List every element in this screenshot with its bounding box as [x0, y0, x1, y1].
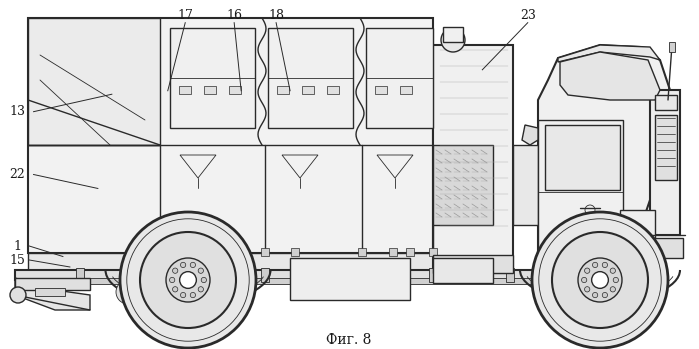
Bar	[268, 28, 353, 128]
Bar	[648, 238, 683, 258]
Polygon shape	[522, 125, 538, 145]
Bar	[655, 115, 677, 180]
Bar	[204, 86, 216, 94]
Polygon shape	[28, 18, 160, 145]
Bar	[229, 86, 241, 94]
Bar	[443, 27, 463, 42]
Bar	[400, 86, 412, 94]
Bar	[358, 268, 366, 282]
Bar	[170, 28, 255, 128]
Bar	[179, 86, 191, 94]
Circle shape	[140, 232, 236, 328]
Text: 13: 13	[10, 105, 25, 118]
Circle shape	[532, 212, 668, 348]
Bar	[513, 145, 538, 225]
Text: 17: 17	[178, 9, 193, 22]
Circle shape	[10, 287, 26, 303]
Circle shape	[190, 292, 196, 298]
Bar	[433, 145, 493, 225]
Text: 22: 22	[10, 168, 25, 181]
Circle shape	[610, 287, 615, 292]
Bar	[433, 45, 513, 273]
Circle shape	[180, 272, 196, 288]
Bar	[28, 253, 433, 271]
Bar	[302, 86, 314, 94]
Circle shape	[201, 277, 206, 283]
Circle shape	[584, 268, 590, 273]
Bar	[545, 265, 620, 275]
Bar	[28, 18, 433, 253]
Circle shape	[593, 292, 598, 298]
Polygon shape	[558, 45, 660, 62]
Bar	[358, 248, 366, 256]
Text: Фиг. 8: Фиг. 8	[326, 333, 372, 347]
Bar	[548, 273, 613, 281]
Circle shape	[582, 277, 586, 283]
Circle shape	[613, 277, 619, 283]
Bar	[375, 86, 387, 94]
Bar	[538, 120, 623, 270]
Circle shape	[552, 232, 648, 328]
Text: 16: 16	[226, 9, 242, 22]
Text: 23: 23	[520, 9, 535, 22]
Bar	[15, 278, 635, 284]
Bar	[389, 248, 397, 256]
Polygon shape	[560, 52, 660, 100]
Circle shape	[190, 262, 196, 268]
Circle shape	[180, 292, 186, 298]
Circle shape	[610, 268, 615, 273]
Polygon shape	[15, 278, 90, 310]
Bar	[545, 125, 620, 190]
Circle shape	[603, 262, 607, 268]
Text: 18: 18	[268, 9, 284, 22]
Bar	[650, 90, 680, 235]
Bar	[277, 86, 289, 94]
Bar	[35, 288, 65, 296]
Bar	[669, 42, 675, 52]
Circle shape	[584, 287, 590, 292]
Bar	[620, 210, 655, 255]
Circle shape	[120, 212, 256, 348]
Bar	[327, 86, 339, 94]
Bar	[406, 248, 414, 256]
Text: 1: 1	[13, 239, 22, 253]
Text: 15: 15	[10, 253, 25, 267]
Circle shape	[441, 28, 465, 52]
Bar	[291, 248, 299, 256]
Circle shape	[199, 287, 203, 292]
Bar	[655, 95, 677, 110]
Bar	[429, 248, 437, 256]
Bar	[15, 270, 635, 280]
Bar	[433, 255, 513, 273]
Circle shape	[116, 280, 140, 304]
Polygon shape	[538, 45, 670, 270]
Bar	[290, 258, 410, 300]
Bar	[261, 248, 269, 256]
Circle shape	[166, 258, 210, 302]
Bar	[141, 248, 149, 256]
Bar	[15, 278, 90, 290]
Circle shape	[173, 287, 178, 292]
Circle shape	[173, 268, 178, 273]
Circle shape	[591, 272, 608, 288]
Circle shape	[593, 262, 598, 268]
Bar	[156, 268, 164, 282]
Circle shape	[603, 292, 607, 298]
Bar	[76, 268, 84, 282]
Bar	[171, 248, 179, 256]
Bar	[366, 28, 433, 128]
Circle shape	[170, 277, 175, 283]
Bar	[433, 258, 493, 283]
Circle shape	[180, 262, 186, 268]
Bar	[429, 268, 437, 282]
Bar	[261, 268, 269, 282]
Circle shape	[199, 268, 203, 273]
Bar	[506, 268, 514, 282]
Circle shape	[578, 258, 622, 302]
